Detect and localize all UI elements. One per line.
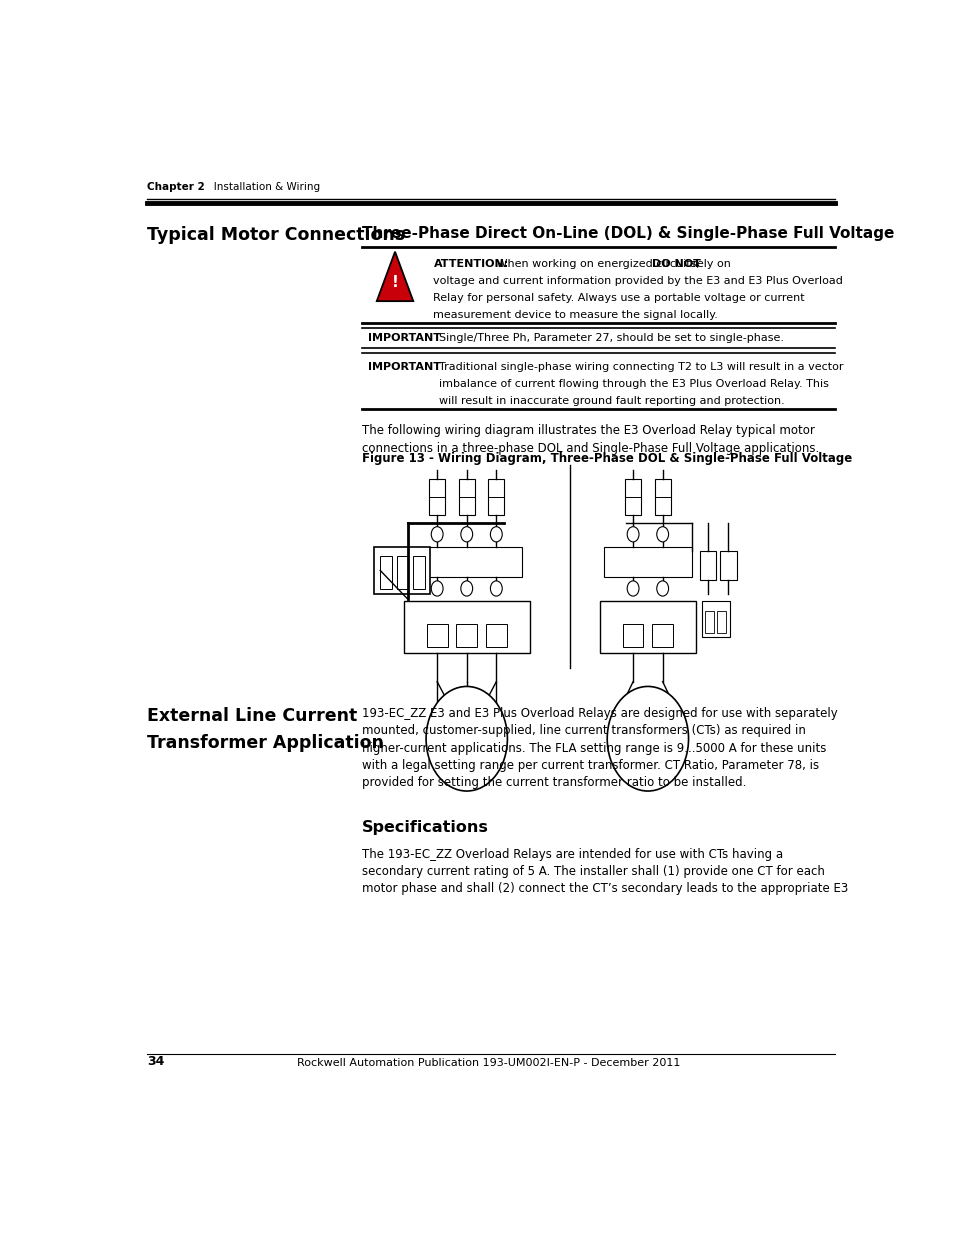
Text: The following wiring diagram illustrates the E3 Overload Relay typical motor: The following wiring diagram illustrates… — [361, 424, 814, 437]
Circle shape — [626, 580, 639, 597]
Text: measurement device to measure the signal locally.: measurement device to measure the signal… — [433, 310, 718, 320]
Bar — [485, 624, 506, 647]
Text: secondary current rating of 5 A. The installer shall (1) provide one CT for each: secondary current rating of 5 A. The ins… — [361, 866, 823, 878]
Polygon shape — [376, 252, 413, 301]
Text: Traditional single-phase wiring connecting T2 to L3 will result in a vector: Traditional single-phase wiring connecti… — [439, 362, 843, 372]
Text: Installation & Wiring: Installation & Wiring — [204, 182, 320, 191]
Circle shape — [656, 526, 668, 542]
Circle shape — [656, 580, 668, 597]
Text: ATTENTION:: ATTENTION: — [433, 258, 508, 268]
Text: 34: 34 — [147, 1055, 165, 1068]
Bar — [704, 611, 714, 632]
Bar — [699, 551, 715, 580]
Bar — [622, 624, 642, 647]
Text: Specifications: Specifications — [361, 820, 488, 835]
Text: IMPORTANT: IMPORTANT — [367, 333, 440, 343]
Bar — [456, 624, 476, 647]
Circle shape — [490, 580, 501, 597]
Text: higher-current applications. The FLA setting range is 9...5000 A for these units: higher-current applications. The FLA set… — [361, 741, 825, 755]
Text: rely on: rely on — [688, 258, 730, 268]
Text: motor phase and shall (2) connect the CT’s secondary leads to the appropriate E3: motor phase and shall (2) connect the CT… — [361, 882, 847, 895]
Circle shape — [626, 526, 639, 542]
Bar — [720, 551, 736, 580]
Text: Figure 13 - Wiring Diagram, Three-Phase DOL & Single-Phase Full Voltage: Figure 13 - Wiring Diagram, Three-Phase … — [361, 452, 851, 464]
Bar — [652, 624, 672, 647]
Text: will result in inaccurate ground fault reporting and protection.: will result in inaccurate ground fault r… — [439, 396, 784, 406]
Text: Transformer Application: Transformer Application — [147, 734, 384, 752]
Text: DO NOT: DO NOT — [652, 258, 700, 268]
Bar — [624, 479, 640, 515]
Bar — [380, 556, 392, 589]
Bar — [654, 479, 670, 515]
Bar — [411, 547, 521, 577]
Bar — [599, 601, 695, 653]
Bar — [603, 547, 692, 577]
Text: Single/Three Ph, Parameter 27, should be set to single-phase.: Single/Three Ph, Parameter 27, should be… — [439, 333, 783, 343]
Text: provided for setting the current transformer ratio to be installed.: provided for setting the current transfo… — [361, 776, 745, 789]
Bar — [458, 479, 475, 515]
Text: !: ! — [391, 275, 398, 290]
Circle shape — [490, 526, 501, 542]
Circle shape — [431, 526, 442, 542]
Bar — [429, 479, 445, 515]
Bar — [488, 479, 504, 515]
Circle shape — [460, 526, 472, 542]
Bar — [426, 624, 447, 647]
Bar — [374, 547, 429, 594]
Text: When working on energized circuits,: When working on energized circuits, — [493, 258, 706, 268]
Circle shape — [431, 580, 442, 597]
Text: with a legal setting range per current transformer. CT Ratio, Parameter 78, is: with a legal setting range per current t… — [361, 758, 818, 772]
Bar — [396, 556, 408, 589]
Circle shape — [426, 687, 507, 792]
Text: Relay for personal safety. Always use a portable voltage or current: Relay for personal safety. Always use a … — [433, 293, 804, 303]
Text: imbalance of current flowing through the E3 Plus Overload Relay. This: imbalance of current flowing through the… — [439, 379, 828, 389]
Text: Rockwell Automation Publication 193-UM002I-EN-P - December 2011: Rockwell Automation Publication 193-UM00… — [297, 1057, 679, 1068]
Bar — [716, 611, 725, 632]
Circle shape — [606, 687, 688, 792]
Text: Typical Motor Connections: Typical Motor Connections — [147, 226, 405, 245]
Text: voltage and current information provided by the E3 and E3 Plus Overload: voltage and current information provided… — [433, 275, 842, 285]
Bar — [403, 601, 529, 653]
Text: 193-EC_ZZ E3 and E3 Plus Overload Relays are designed for use with separately: 193-EC_ZZ E3 and E3 Plus Overload Relays… — [361, 708, 837, 720]
Bar — [701, 601, 729, 637]
Circle shape — [460, 580, 472, 597]
Text: External Line Current: External Line Current — [147, 708, 357, 725]
Text: mounted, customer-supplied, line current transformers (CTs) as required in: mounted, customer-supplied, line current… — [361, 725, 804, 737]
Bar — [413, 556, 424, 589]
Text: Three-Phase Direct On-Line (DOL) & Single-Phase Full Voltage: Three-Phase Direct On-Line (DOL) & Singl… — [361, 226, 893, 241]
Text: The 193-EC_ZZ Overload Relays are intended for use with CTs having a: The 193-EC_ZZ Overload Relays are intend… — [361, 848, 782, 861]
Text: connections in a three-phase DOL and Single-Phase Full Voltage applications.: connections in a three-phase DOL and Sin… — [361, 442, 818, 454]
Text: IMPORTANT: IMPORTANT — [367, 362, 440, 372]
Text: Chapter 2: Chapter 2 — [147, 182, 205, 191]
